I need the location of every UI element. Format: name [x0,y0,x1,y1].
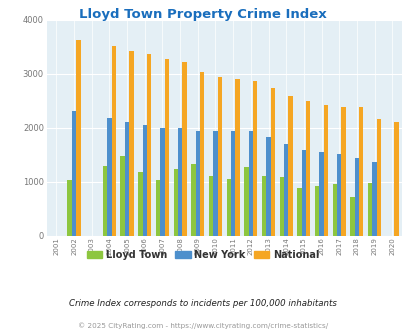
Bar [177,128,182,236]
Bar [354,158,358,236]
Bar [288,96,292,236]
Bar [67,180,72,236]
Bar [164,59,168,236]
Bar [76,40,81,236]
Bar [248,131,252,236]
Bar [160,128,164,236]
Bar [358,107,362,236]
Bar [147,54,151,236]
Legend: Lloyd Town, New York, National: Lloyd Town, New York, National [83,246,322,264]
Bar [376,119,380,236]
Bar [235,79,239,236]
Bar [182,62,186,236]
Bar [341,107,345,236]
Bar [195,131,200,236]
Bar [129,51,133,236]
Bar [266,137,270,236]
Bar [252,82,257,236]
Bar [226,179,230,236]
Bar [107,118,111,236]
Bar [208,176,213,236]
Bar [296,188,301,236]
Bar [120,156,125,236]
Bar [279,177,283,236]
Bar [142,125,147,236]
Bar [350,197,354,236]
Text: Crime Index corresponds to incidents per 100,000 inhabitants: Crime Index corresponds to incidents per… [69,299,336,308]
Bar [72,111,76,236]
Bar [305,101,310,236]
Bar [243,167,248,236]
Bar [102,166,107,236]
Bar [217,77,222,236]
Bar [138,172,142,236]
Bar [314,186,318,236]
Bar [111,46,116,236]
Bar [323,105,327,236]
Bar [261,176,266,236]
Bar [283,144,288,236]
Bar [336,154,341,236]
Bar [393,122,398,236]
Text: © 2025 CityRating.com - https://www.cityrating.com/crime-statistics/: © 2025 CityRating.com - https://www.city… [78,323,327,329]
Bar [230,131,235,236]
Bar [367,183,371,236]
Bar [318,152,323,236]
Bar [371,162,376,236]
Bar [125,122,129,236]
Bar [213,131,217,236]
Text: Lloyd Town Property Crime Index: Lloyd Town Property Crime Index [79,8,326,21]
Bar [270,88,275,236]
Bar [156,180,160,236]
Bar [173,169,177,236]
Bar [301,150,305,236]
Bar [200,72,204,236]
Bar [191,164,195,236]
Bar [332,183,336,236]
